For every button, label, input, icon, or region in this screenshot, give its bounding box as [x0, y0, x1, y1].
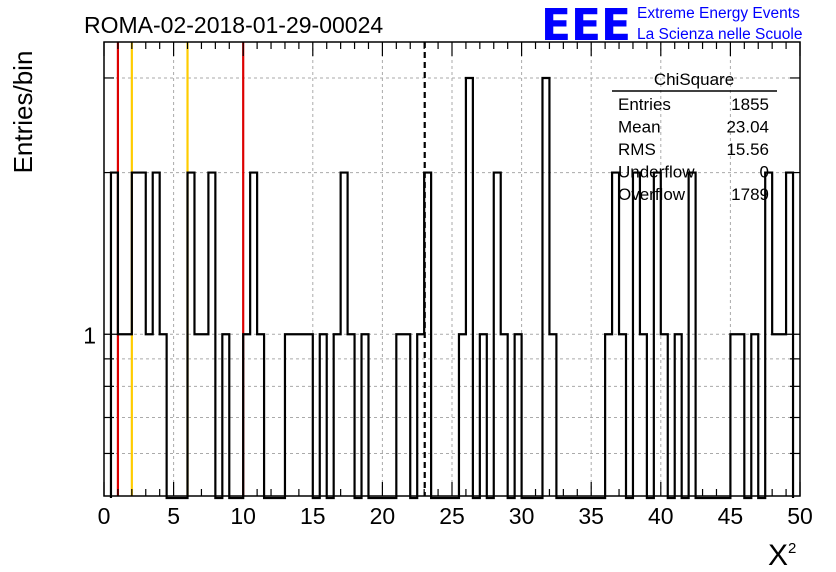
x-tick-label: 25: [439, 503, 465, 529]
y-tick-label: 1: [83, 322, 96, 348]
x-axis-label: X2: [768, 539, 796, 572]
x-tick-label: 20: [370, 503, 396, 529]
x-tick-label: 10: [230, 503, 256, 529]
x-tick-label: 45: [718, 503, 744, 529]
logo-line2: La Scienza nelle Scuole: [637, 26, 802, 43]
histogram-line: [109, 76, 795, 500]
stats-row-label: Overflow: [618, 185, 686, 204]
stats-row-label: Entries: [618, 95, 671, 114]
x-tick-label: 15: [300, 503, 326, 529]
x-tick-label: 30: [509, 503, 535, 529]
chart-title: ROMA-02-2018-01-29-00024: [84, 12, 383, 38]
x-tick-label: 50: [787, 503, 813, 529]
x-tick-label: 5: [167, 503, 180, 529]
eee-logo: EEE: [541, 0, 631, 51]
stats-row-label: Underflow: [618, 163, 695, 182]
stats-row-value: 1855: [731, 95, 769, 114]
stats-row-value: 0: [760, 163, 769, 182]
y-axis-label: Entries/bin: [8, 51, 38, 174]
x-tick-label: 40: [648, 503, 674, 529]
axis-ticks: 0 5 10 15 20 25 30 35 40 45 50 1: [83, 42, 813, 529]
stats-box: ChiSquare Entries 1855 Mean 23.04 RMS 15.56 Un…: [612, 70, 777, 204]
stats-row-value: 23.04: [726, 118, 769, 137]
stats-row-label: RMS: [618, 140, 656, 159]
logo-line1: Extreme Energy Events: [637, 5, 800, 22]
marker-lines: [116, 42, 426, 496]
x-tick-label: 35: [578, 503, 604, 529]
stats-title: ChiSquare: [654, 70, 734, 89]
stats-row-value: 1789: [731, 185, 769, 204]
x-tick-label: 0: [98, 503, 111, 529]
stats-row-value: 15.56: [726, 140, 769, 159]
stats-row-label: Mean: [618, 118, 661, 137]
